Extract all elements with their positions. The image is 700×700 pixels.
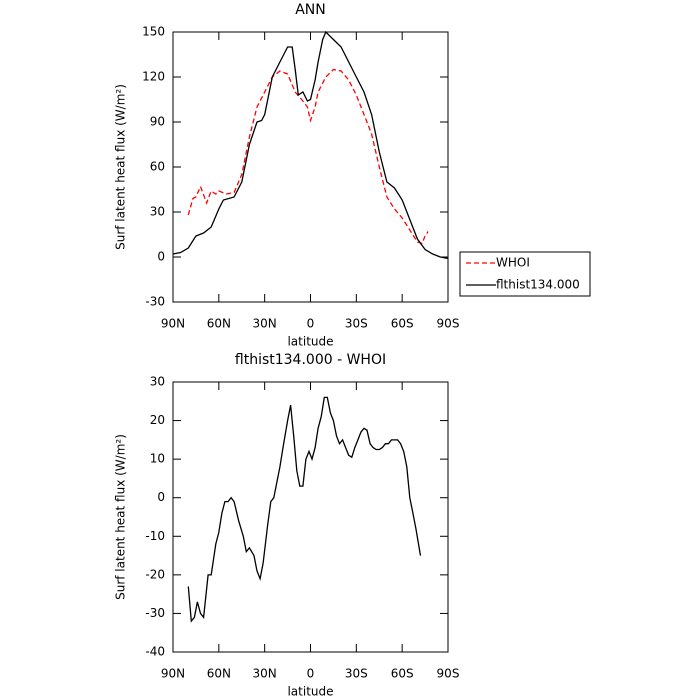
x-tick-label: 90S bbox=[437, 667, 460, 681]
y-tick-label: 20 bbox=[150, 413, 165, 427]
line bbox=[172, 30, 449, 260]
x-tick-label: 90N bbox=[161, 667, 185, 681]
plot-frame bbox=[172, 31, 449, 303]
y-tick-label: 90 bbox=[150, 115, 165, 129]
x-tick-label: 90N bbox=[161, 317, 185, 331]
x-tick-label: 60S bbox=[391, 667, 414, 681]
legend: WHOI flthist134.000 bbox=[459, 251, 591, 297]
x-tick-label: 30N bbox=[253, 667, 277, 681]
y-tick-label: -10 bbox=[145, 529, 165, 543]
y-tick-label: -20 bbox=[145, 567, 165, 581]
y-tick-label: 0 bbox=[157, 490, 165, 504]
y-tick-label: 120 bbox=[142, 70, 165, 84]
line bbox=[187, 68, 429, 245]
x-tick-label: 0 bbox=[307, 317, 315, 331]
x-tick-label: 30S bbox=[345, 667, 368, 681]
y-tick-label: 30 bbox=[150, 375, 165, 389]
x-tick-label: 30N bbox=[253, 317, 277, 331]
legend-label: flthist134.000 bbox=[496, 278, 580, 292]
x-tick-label: 30S bbox=[345, 317, 368, 331]
y-tick-label: 60 bbox=[150, 160, 165, 174]
y-axis-label: Surf latent heat flux (W/m²) bbox=[114, 434, 128, 600]
y-tick-label: -30 bbox=[145, 295, 165, 309]
x-tick-label: 90S bbox=[437, 317, 460, 331]
plot-frame bbox=[172, 381, 449, 653]
y-tick-label: 30 bbox=[150, 205, 165, 219]
x-tick-label: 0 bbox=[307, 667, 315, 681]
x-axis-label: latitude bbox=[287, 335, 333, 349]
legend-label: WHOI bbox=[496, 256, 530, 270]
x-tick-label: 60S bbox=[391, 317, 414, 331]
chart-title: flthist134.000 - WHOI bbox=[235, 352, 386, 368]
chart-title: ANN bbox=[295, 2, 326, 18]
x-tick-label: 60N bbox=[207, 667, 231, 681]
x-tick-label: 60N bbox=[207, 317, 231, 331]
legend-box bbox=[459, 251, 591, 297]
line bbox=[187, 396, 422, 623]
y-axis-label: Surf latent heat flux (W/m²) bbox=[114, 84, 128, 250]
x-axis-label: latitude bbox=[287, 685, 333, 699]
y-tick-label: 150 bbox=[142, 25, 165, 39]
y-tick-label: -30 bbox=[145, 606, 165, 620]
y-tick-label: -40 bbox=[145, 645, 165, 659]
y-tick-label: 0 bbox=[157, 250, 165, 264]
y-tick-label: 10 bbox=[150, 452, 165, 466]
